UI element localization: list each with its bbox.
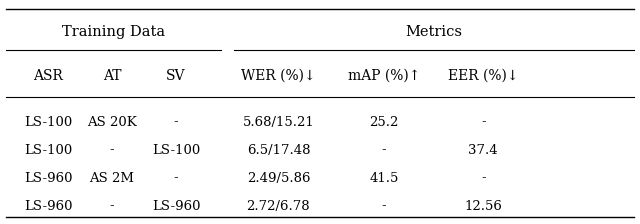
Text: LS-100: LS-100: [24, 144, 72, 157]
Text: -: -: [481, 172, 486, 185]
Text: Training Data: Training Data: [62, 26, 165, 39]
Text: 2.49/5.86: 2.49/5.86: [246, 172, 310, 185]
Text: LS-960: LS-960: [152, 200, 200, 213]
Text: 5.68/15.21: 5.68/15.21: [243, 116, 314, 129]
Text: AT: AT: [103, 69, 121, 83]
Text: -: -: [173, 172, 179, 185]
Text: 12.56: 12.56: [464, 200, 502, 213]
Text: -: -: [381, 144, 387, 157]
Text: SV: SV: [166, 69, 186, 83]
Text: 41.5: 41.5: [369, 172, 399, 185]
Text: 6.5/17.48: 6.5/17.48: [246, 144, 310, 157]
Text: ASR: ASR: [33, 69, 63, 83]
Text: LS-960: LS-960: [24, 200, 72, 213]
Text: AS 2M: AS 2M: [90, 172, 134, 185]
Text: LS-100: LS-100: [24, 116, 72, 129]
Text: -: -: [381, 200, 387, 213]
Text: WER (%)↓: WER (%)↓: [241, 69, 316, 83]
Text: LS-100: LS-100: [152, 144, 200, 157]
Text: -: -: [109, 200, 115, 213]
Text: 25.2: 25.2: [369, 116, 399, 129]
Text: Metrics: Metrics: [405, 26, 462, 39]
Text: 37.4: 37.4: [468, 144, 498, 157]
Text: -: -: [481, 116, 486, 129]
Text: mAP (%)↑: mAP (%)↑: [348, 69, 420, 83]
Text: LS-960: LS-960: [24, 172, 72, 185]
Text: -: -: [173, 116, 179, 129]
Text: -: -: [109, 144, 115, 157]
Text: 2.72/6.78: 2.72/6.78: [246, 200, 310, 213]
Text: EER (%)↓: EER (%)↓: [448, 69, 518, 83]
Text: AS 20K: AS 20K: [87, 116, 137, 129]
